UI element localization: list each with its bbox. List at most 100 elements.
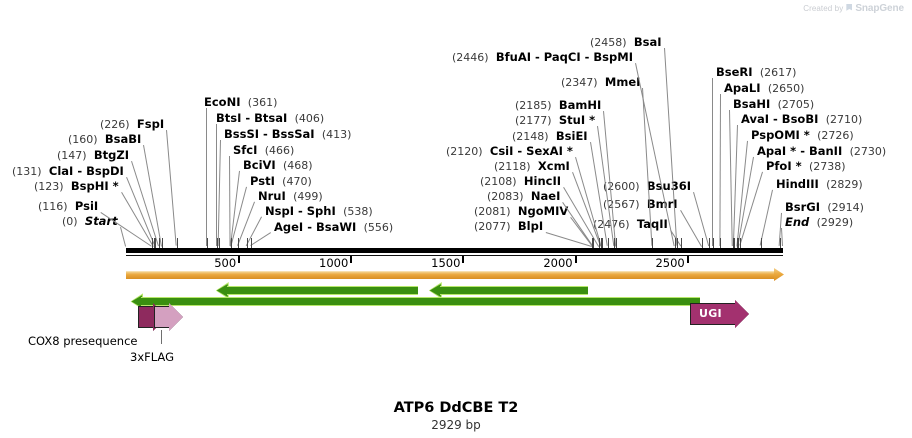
enzyme-label-bfuai[interactable]: (2446) BfuAI - PaqCI - BspMI [452,51,633,64]
enzyme-position: (2108) [480,175,517,188]
enzyme-position: (2148) [512,130,549,143]
enzyme-label-end[interactable]: End (2929) [785,216,853,229]
enzyme-position: (466) [264,144,295,157]
enzyme-position: (361) [247,96,278,109]
ruler-tick [350,256,353,263]
enzyme-label-xcmi[interactable]: (2118) XcmI [494,160,570,173]
site-tick [176,238,178,248]
enzyme-label-avai_bsobi[interactable]: AvaI - BsoBI (2710) [741,113,862,126]
enzyme-name: BsaI [633,35,662,49]
enzyme-label-bsphi[interactable]: (123) BspHI * [34,180,119,193]
enzyme-name: BspHI * [70,179,119,193]
enzyme-label-stui[interactable]: (2177) StuI * [515,114,595,127]
enzyme-label-nrui[interactable]: NruI (499) [258,190,323,203]
site-tick [720,238,722,248]
green-track-bar[interactable] [439,286,589,295]
enzyme-label-psti[interactable]: PstI (470) [250,175,312,188]
enzyme-label-btgzi[interactable]: (147) BtgZI [57,149,129,162]
enzyme-label-agei_bsawi[interactable]: AgeI - BsaWI (556) [274,221,393,234]
enzyme-label-btsi[interactable]: BtsI - BtsaI (406) [216,112,324,125]
enzyme-position: (2730) [849,145,887,158]
feature-ugi[interactable] [690,303,736,325]
enzyme-label-bamhi[interactable]: (2185) BamHI [515,99,601,112]
enzyme-label-apai_banii[interactable]: ApaI * - BanII (2730) [757,145,886,158]
site-tick [681,238,683,248]
enzyme-name: BfuAI - PaqCI - BspMI [495,50,633,64]
enzyme-position: (2177) [515,114,552,127]
feature-connector-flag [161,330,162,344]
enzyme-label-bsabi[interactable]: (160) BsaBI [68,133,141,146]
enzyme-label-csii_sexai[interactable]: (2120) CsiI - SexAI * [446,145,573,158]
enzyme-label-pspomi[interactable]: PspOMI * (2726) [751,129,854,142]
enzyme-label-bsu36i[interactable]: (2600) Bsu36I [603,180,691,193]
enzyme-label-apali[interactable]: ApaLI (2650) [724,82,804,95]
enzyme-label-hincii[interactable]: (2108) HincII [480,175,561,188]
enzyme-position: (413) [321,128,352,141]
enzyme-label-psii[interactable]: (116) PsiI [38,200,98,213]
enzyme-name: BmrI [646,197,678,211]
enzyme-label-bsai[interactable]: (2458) BsaI [590,36,662,49]
green-track-bar[interactable] [141,297,701,306]
site-tick [740,238,742,248]
watermark-prefix: Created by [803,4,844,13]
enzyme-name: BlpI [517,219,544,233]
enzyme-name: NruI [258,189,286,203]
green-track-arrowhead-inner [216,284,228,297]
enzyme-position: (2077) [474,220,511,233]
ruler-label: 1000 [319,256,349,270]
enzyme-name: BtsI - BtsaI [216,111,288,125]
leader-line-agei_bsawi [250,232,271,246]
enzyme-name: BseRI [716,65,753,79]
enzyme-label-fspi[interactable]: (226) FspI [100,118,164,131]
enzyme-label-bsrgi[interactable]: BsrGI (2914) [785,201,864,214]
site-tick [217,238,219,248]
ruler-label: 2500 [655,256,685,270]
enzyme-name: HindIII [776,177,819,191]
enzyme-position: (2914) [827,201,864,214]
enzyme-position: (123) [34,180,64,193]
leader-line-end [781,228,783,247]
site-tick [246,238,248,248]
enzyme-position: (2118) [494,160,531,173]
site-tick [593,238,595,248]
green-track-bar[interactable] [226,286,418,295]
feature-arrowhead-ugi [735,300,749,328]
enzyme-label-bsiei[interactable]: (2148) BsiEI [512,130,588,143]
enzyme-label-ngomiv[interactable]: (2081) NgoMIV [474,205,568,218]
feature-label-flag: 3xFLAG [130,350,174,364]
enzyme-label-blpi[interactable]: (2077) BlpI [474,220,543,233]
enzyme-label-bseri[interactable]: BseRI (2617) [716,66,796,79]
orange-track-bar[interactable] [126,271,775,279]
enzyme-name: AvaI - BsoBI [741,112,819,126]
enzyme-label-hindiii[interactable]: HindIII (2829) [776,178,863,191]
enzyme-name: NspI - SphI [265,204,336,218]
site-tick [760,238,762,248]
enzyme-position: (468) [283,159,313,172]
orange-track-arrowhead [774,268,784,281]
enzyme-label-pfoi[interactable]: PfoI * (2738) [766,160,846,173]
feature-flag[interactable] [154,306,170,328]
enzyme-label-bsahi[interactable]: BsaHI (2705) [733,98,814,111]
enzyme-label-mmei[interactable]: (2347) MmeI [561,76,640,89]
site-tick [155,238,157,248]
site-tick [616,238,618,248]
enzyme-name: EcoNI [204,95,241,109]
site-tick [206,238,208,248]
page-title: ATP6 DdCBE T2 [393,400,519,416]
enzyme-label-clai_bspdi[interactable]: (131) ClaI - BspDI [12,165,124,178]
enzyme-position: (2446) [452,51,489,64]
feature-cox8[interactable] [138,306,154,328]
enzyme-label-sfci[interactable]: SfcI (466) [233,144,294,157]
enzyme-name: End [785,215,810,229]
enzyme-label-bcivi[interactable]: BciVI (468) [243,159,313,172]
leader-line-naei [562,202,594,247]
enzyme-label-bsssi[interactable]: BssSI - BssSaI (413) [224,128,351,141]
leader-line-bmri [680,210,702,247]
enzyme-position: (2185) [515,99,552,112]
enzyme-label-naei[interactable]: (2083) NaeI [487,190,560,203]
site-tick [237,238,239,248]
enzyme-name: Bsu36I [646,179,691,193]
enzyme-label-nspi_sphi[interactable]: NspI - SphI (538) [265,205,373,218]
enzyme-label-econi[interactable]: EcoNI (361) [204,96,277,109]
